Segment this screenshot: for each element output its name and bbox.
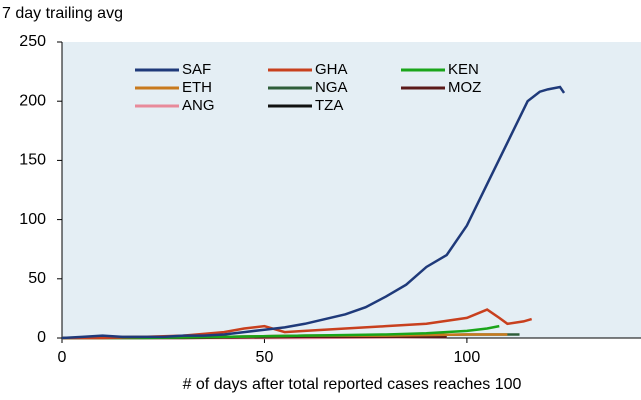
x-axis-label: # of days after total reported cases rea…: [183, 376, 522, 393]
chart-subtitle: 7 day trailing avg: [2, 5, 123, 22]
plot-area: [62, 42, 641, 338]
y-tick-label: 150: [19, 152, 46, 169]
y-tick-label: 0: [37, 329, 46, 346]
x-tick-label: 0: [58, 349, 67, 366]
legend-label: MOZ: [448, 79, 481, 96]
series-line: [61, 85, 566, 340]
y-tick-label: 100: [19, 211, 46, 228]
legend-label: TZA: [315, 97, 343, 114]
y-tick-label: 200: [19, 92, 46, 109]
legend-label: KEN: [448, 61, 479, 78]
legend-label: ETH: [182, 79, 212, 96]
x-tick-label: 100: [454, 349, 481, 366]
legend-label: GHA: [315, 61, 348, 78]
legend-label: NGA: [315, 79, 348, 96]
legend-label: SAF: [182, 61, 211, 78]
y-tick-label: 250: [19, 33, 46, 50]
y-tick-label: 50: [28, 270, 46, 287]
legend-label: ANG: [182, 97, 215, 114]
x-tick-label: 50: [256, 349, 274, 366]
